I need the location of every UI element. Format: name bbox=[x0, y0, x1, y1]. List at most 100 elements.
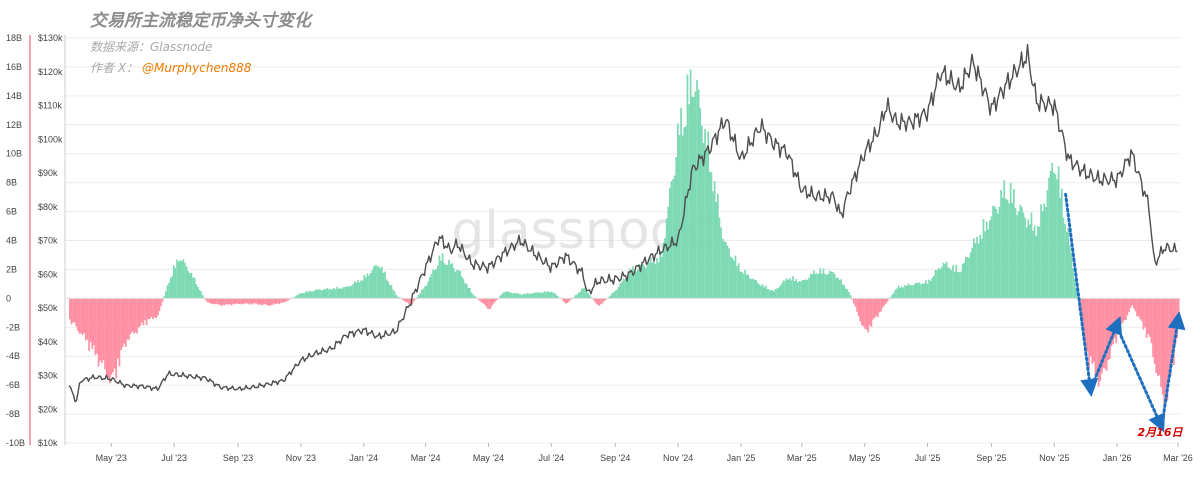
x-tick-label: Jul '24 bbox=[538, 453, 564, 463]
netflow-bar bbox=[758, 284, 761, 299]
netflow-bar bbox=[838, 279, 841, 299]
right-tick-label: $40k bbox=[38, 337, 58, 347]
author-label-text: 作者 X： bbox=[90, 61, 138, 75]
netflow-bar bbox=[974, 243, 977, 299]
netflow-bar bbox=[659, 251, 662, 299]
netflow-bar bbox=[832, 271, 834, 299]
netflow-bar bbox=[257, 298, 260, 305]
netflow-bar bbox=[419, 293, 422, 299]
netflow-bar bbox=[757, 283, 759, 299]
netflow-bar bbox=[646, 263, 649, 299]
netflow-bar bbox=[573, 297, 575, 299]
netflow-bar bbox=[382, 272, 385, 299]
netflow-bar bbox=[769, 290, 772, 299]
netflow-bar bbox=[193, 277, 196, 299]
netflow-bar bbox=[134, 298, 137, 333]
netflow-bar bbox=[488, 298, 490, 310]
netflow-bar bbox=[953, 271, 956, 299]
netflow-bar bbox=[1067, 228, 1070, 299]
netflow-bar bbox=[955, 265, 958, 299]
netflow-bar bbox=[417, 295, 420, 299]
netflow-bar bbox=[433, 270, 436, 299]
netflow-bar bbox=[187, 271, 190, 299]
netflow-bar bbox=[256, 298, 258, 304]
netflow-bar bbox=[131, 298, 134, 332]
netflow-bar bbox=[318, 289, 321, 299]
netflow-bar bbox=[243, 298, 246, 304]
x-tick-label: Nov '24 bbox=[663, 453, 693, 463]
netflow-bar bbox=[376, 265, 378, 299]
netflow-bar bbox=[189, 273, 191, 299]
netflow-bar bbox=[344, 287, 346, 299]
netflow-bar bbox=[603, 298, 606, 301]
netflow-bar bbox=[293, 297, 295, 299]
netflow-bar bbox=[643, 265, 646, 299]
netflow-bar bbox=[387, 281, 390, 299]
netflow-bar bbox=[1032, 230, 1034, 299]
x-tick-label: Jan '26 bbox=[1103, 453, 1132, 463]
netflow-bar bbox=[73, 298, 76, 323]
netflow-bar bbox=[512, 293, 514, 299]
netflow-bar bbox=[406, 298, 409, 303]
netflow-bar bbox=[267, 298, 270, 306]
netflow-bar bbox=[704, 128, 706, 299]
netflow-bar bbox=[809, 273, 812, 299]
netflow-bar bbox=[1019, 204, 1022, 299]
netflow-bar bbox=[373, 266, 375, 299]
netflow-bar bbox=[369, 273, 372, 299]
left-tick-label: 14B bbox=[6, 91, 22, 101]
netflow-bar bbox=[1009, 183, 1012, 299]
netflow-bar bbox=[515, 293, 518, 299]
axes bbox=[29, 35, 66, 445]
netflow-bar bbox=[489, 298, 492, 309]
netflow-bar bbox=[819, 268, 822, 299]
netflow-bar bbox=[389, 284, 391, 299]
netflow-bar bbox=[915, 282, 918, 299]
netflow-bar bbox=[323, 289, 326, 299]
netflow-bar bbox=[1160, 298, 1162, 387]
netflow-bar bbox=[261, 298, 263, 306]
netflow-bar bbox=[797, 282, 799, 299]
netflow-bar bbox=[457, 270, 460, 299]
netflow-bar bbox=[427, 281, 430, 299]
netflow-bar bbox=[856, 298, 858, 312]
netflow-bar bbox=[963, 262, 966, 299]
netflow-bar bbox=[1035, 235, 1038, 299]
netflow-bar bbox=[803, 279, 806, 299]
netflow-bar bbox=[691, 96, 694, 299]
netflow-bar bbox=[357, 280, 359, 299]
netflow-bar bbox=[265, 298, 268, 305]
netflow-bar bbox=[299, 293, 302, 299]
netflow-bar bbox=[640, 265, 642, 299]
netflow-bar bbox=[70, 298, 73, 325]
netflow-bar bbox=[781, 283, 783, 299]
netflow-bar bbox=[96, 298, 98, 354]
netflow-bar bbox=[526, 292, 529, 299]
netflow-bar bbox=[721, 238, 724, 299]
netflow-bar bbox=[136, 298, 138, 334]
netflow-bar bbox=[168, 282, 170, 299]
x-tick-label: Nov '23 bbox=[286, 453, 316, 463]
netflow-bar bbox=[552, 292, 554, 299]
netflow-bar bbox=[761, 284, 764, 299]
netflow-bar bbox=[229, 298, 231, 305]
x-tick-label: May '25 bbox=[849, 453, 880, 463]
netflow-bar bbox=[1139, 298, 1142, 320]
netflow-bar bbox=[587, 293, 590, 299]
netflow-bar bbox=[112, 298, 114, 373]
netflow-bar bbox=[275, 298, 278, 305]
netflow-bar bbox=[1057, 166, 1060, 299]
netflow-bar bbox=[80, 298, 82, 334]
left-tick-label: 0 bbox=[6, 293, 11, 303]
netflow-bar bbox=[232, 298, 234, 305]
netflow-bar bbox=[1155, 298, 1158, 373]
netflow-bar bbox=[645, 268, 647, 299]
netflow-bar bbox=[1096, 298, 1098, 375]
netflow-bar bbox=[979, 234, 982, 299]
netflow-bar bbox=[209, 298, 212, 304]
netflow-bar bbox=[1147, 298, 1150, 335]
left-tick-label: 16B bbox=[6, 62, 22, 72]
left-tick-label: -2B bbox=[6, 322, 20, 332]
netflow-bar bbox=[1133, 298, 1135, 309]
netflow-bar bbox=[1062, 217, 1065, 299]
